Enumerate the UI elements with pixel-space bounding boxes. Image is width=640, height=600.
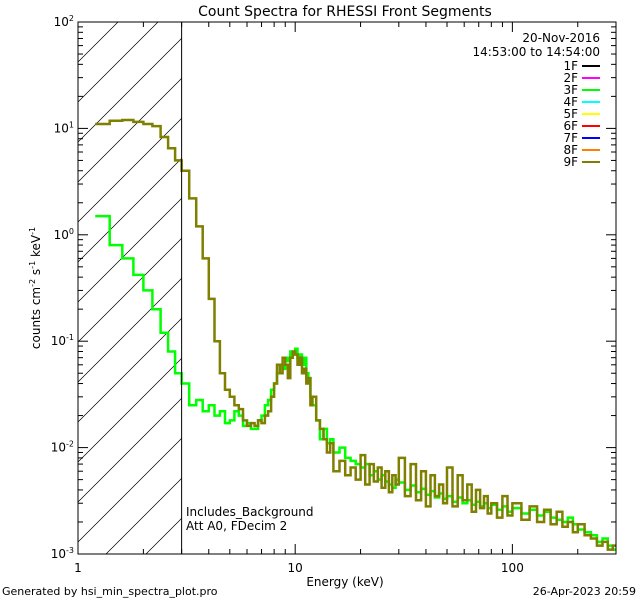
hatch-line: [78, 157, 182, 263]
y-tick-label: 101: [54, 120, 74, 135]
y-tick-exponent: -2: [66, 440, 74, 449]
legend-label-4F: 4F: [563, 95, 578, 109]
x-axis-label: Energy (keV): [306, 575, 383, 589]
hatch-line: [78, 77, 182, 183]
plot-frame: [77, 21, 617, 555]
series-group: [95, 118, 616, 551]
y-axis-label-sup3: -1: [28, 227, 37, 235]
hatch-line: [105, 477, 182, 554]
legend-label-5F: 5F: [563, 107, 578, 121]
hatch-line: [78, 397, 182, 503]
legend-label-6F: 6F: [563, 119, 578, 133]
series-9F: [95, 118, 616, 551]
hatch-line: [78, 357, 182, 463]
hatched-region: [78, 22, 182, 554]
y-tick-exponent: 1: [69, 120, 74, 129]
y-axis-label: counts cm-2 s-1 keV-1: [28, 227, 43, 349]
footer-generator: Generated by hsi_min_spectra_plot.pro: [2, 585, 218, 598]
series-line-3F: [95, 214, 616, 551]
series-line-9F: [95, 118, 616, 551]
series-3F: [95, 214, 616, 551]
y-tick-exponent: 0: [69, 227, 74, 236]
y-tick-base: 10: [54, 228, 69, 242]
x-axis: 1 10 100: [74, 22, 617, 575]
footer-timestamp: 26-Apr-2023 20:59: [533, 585, 636, 598]
y-axis-label-sup2: -1: [28, 261, 37, 269]
y-tick-base: 10: [51, 547, 66, 561]
y-tick-label: 10-3: [51, 546, 74, 561]
date-label: 20-Nov-2016: [522, 31, 600, 45]
y-tick-base: 10: [54, 121, 69, 135]
y-tick-label: 10-2: [51, 440, 74, 455]
legend-label-8F: 8F: [563, 143, 578, 157]
hatch-line: [145, 517, 182, 554]
annotation-background: Includes_Background: [186, 505, 314, 519]
y-axis-label-mid: s: [29, 269, 43, 279]
y-tick-exponent: -1: [66, 333, 74, 342]
y-tick-exponent: 2: [69, 14, 74, 23]
y-tick-base: 10: [54, 15, 69, 29]
y-axis-label-end: keV: [29, 234, 43, 261]
y-tick-exponent: -3: [66, 546, 74, 555]
legend-label-3F: 3F: [563, 83, 578, 97]
x-tick-label: 1: [74, 561, 82, 575]
y-tick-base: 10: [51, 441, 66, 455]
y-axis-label-sup1: -2: [28, 279, 37, 287]
hatch-line: [78, 437, 182, 543]
x-tick-label: 100: [501, 561, 524, 575]
y-tick-base: 10: [51, 334, 66, 348]
legend-label-1F: 1F: [563, 59, 578, 73]
y-axis-label-base: counts cm: [29, 287, 43, 349]
annotation-attenuator: Att A0, FDecim 2: [186, 519, 287, 533]
hatch-line: [78, 37, 182, 143]
legend-label-9F: 9F: [563, 155, 578, 169]
y-tick-label: 100: [54, 227, 74, 242]
legend-label-2F: 2F: [563, 71, 578, 85]
hatch-line: [78, 197, 182, 303]
y-tick-label: 102: [54, 14, 74, 29]
hatch-line: [78, 277, 182, 383]
y-tick-label: 10-1: [51, 333, 74, 348]
hatch-line: [78, 117, 182, 223]
legend-label-7F: 7F: [563, 131, 578, 145]
chart-title: Count Spectra for RHESSI Front Segments: [198, 4, 492, 20]
time-range-label: 14:53:00 to 14:54:00: [473, 45, 600, 59]
x-tick-label: 10: [288, 561, 303, 575]
hatch-line: [78, 237, 182, 343]
hatch-line: [78, 317, 182, 423]
